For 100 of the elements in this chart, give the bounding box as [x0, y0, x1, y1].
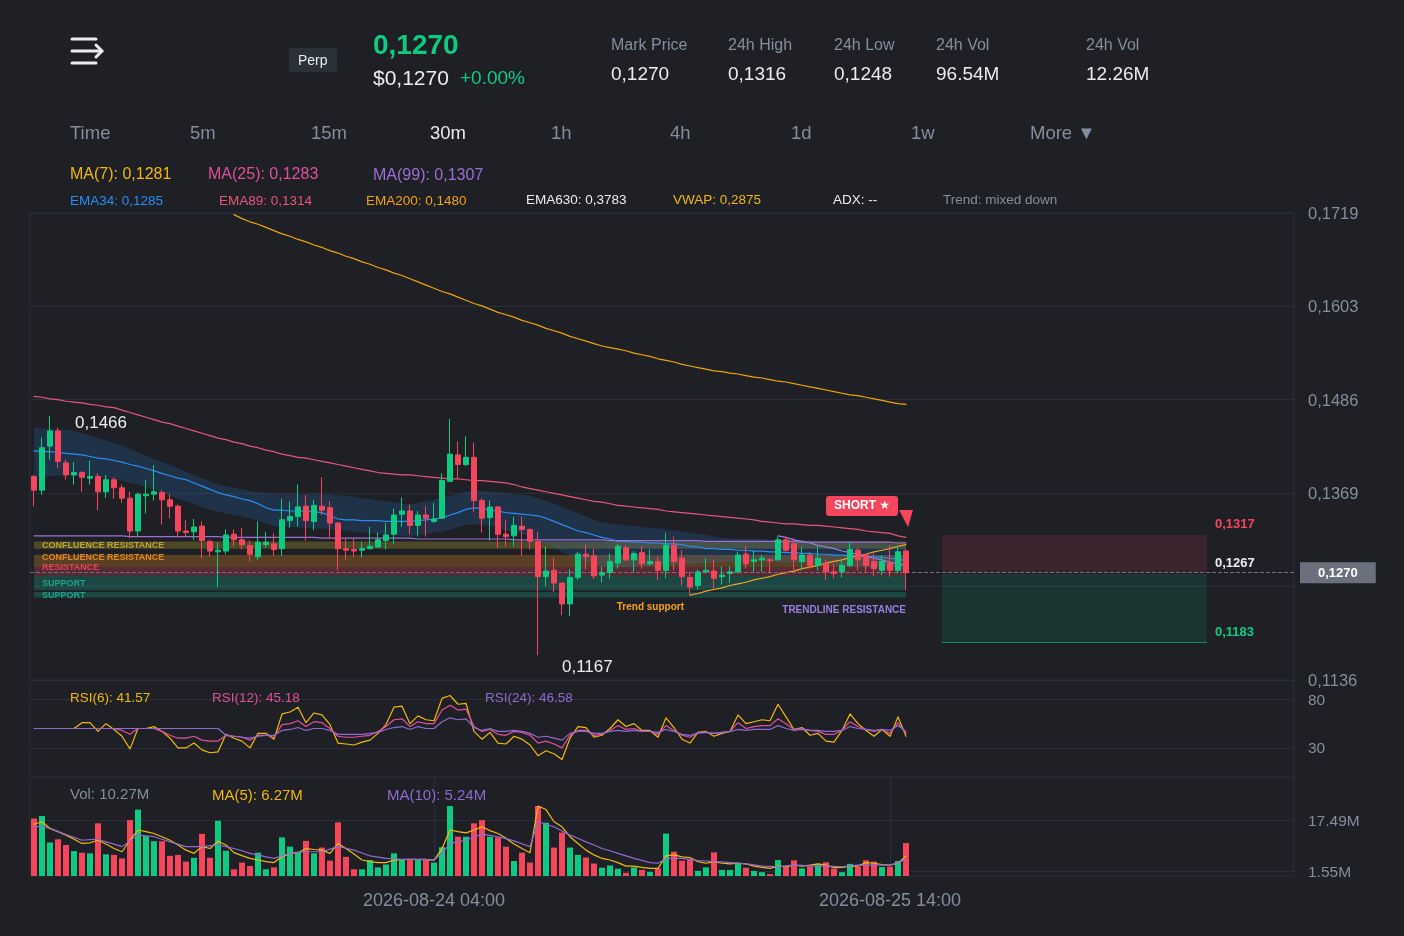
- y-tick-label: 1.55M: [1308, 862, 1352, 880]
- candlestick: [711, 559, 717, 590]
- bar: [55, 839, 61, 876]
- candlestick: [567, 568, 573, 617]
- candlestick: [183, 519, 189, 538]
- bar: [351, 869, 357, 876]
- bar: [407, 860, 413, 876]
- bar: [231, 869, 237, 876]
- line-series: [689, 544, 907, 596]
- candlestick: [807, 552, 813, 570]
- bar: [63, 845, 69, 876]
- candlestick: [575, 551, 581, 581]
- candlestick: [703, 557, 709, 574]
- bar: [559, 832, 565, 876]
- candlestick: [111, 476, 117, 500]
- candlestick: [743, 545, 749, 570]
- candlestick: [407, 504, 413, 535]
- text: EMA630: 0,3783: [526, 192, 627, 208]
- candlestick: [159, 489, 165, 526]
- bar: [639, 869, 645, 876]
- text: 30m: [430, 122, 466, 144]
- bar: [887, 866, 893, 876]
- bar: [447, 806, 453, 876]
- y-tick-label: 0,1369: [1308, 484, 1359, 503]
- candlestick: [775, 536, 781, 561]
- text: 0,1316: [728, 63, 787, 85]
- line-series: [33, 535, 907, 544]
- text: 24h High: [728, 35, 793, 55]
- text: EMA34: 0,1285: [70, 192, 164, 208]
- candlestick: [231, 528, 237, 547]
- bar: [463, 836, 469, 876]
- candlestick: [199, 520, 205, 559]
- candlestick: [759, 554, 765, 573]
- bar: [647, 871, 653, 876]
- bar: [151, 841, 157, 876]
- bar: [471, 823, 477, 876]
- band-label: SUPPORT: [42, 578, 87, 589]
- bar: [503, 846, 509, 876]
- candlestick: [135, 492, 141, 538]
- bar: [423, 860, 429, 876]
- bar: [687, 859, 693, 876]
- bar: [495, 837, 501, 876]
- text: MA(5): 6.27M: [212, 785, 303, 803]
- text: MA(7): 0,1281: [70, 164, 172, 184]
- bar: [103, 854, 109, 876]
- bar: [583, 857, 589, 876]
- candlestick: [279, 498, 285, 557]
- candlestick: [647, 548, 653, 566]
- text: More ▼: [1030, 122, 1096, 144]
- bar: [855, 866, 861, 876]
- candlestick: [623, 544, 629, 562]
- bar: [599, 867, 605, 876]
- bar: [399, 860, 405, 876]
- bar: [607, 865, 613, 876]
- bar: [87, 853, 93, 876]
- band-label: SUPPORT: [42, 589, 87, 600]
- bar: [575, 854, 581, 876]
- bar: [71, 851, 77, 876]
- text: 24h Vol: [936, 35, 990, 55]
- series-label: RSI(24): 46.58: [485, 689, 573, 705]
- line-series: [33, 805, 907, 869]
- text: 15m: [311, 122, 347, 144]
- bar: [631, 867, 637, 876]
- bar: [727, 869, 733, 876]
- bar: [695, 870, 701, 876]
- text: EMA200: 0,1480: [366, 192, 467, 208]
- candlestick: [583, 544, 589, 570]
- candlestick: [247, 540, 253, 562]
- bar: [247, 866, 253, 876]
- candlestick: [599, 565, 605, 583]
- bar: [487, 836, 493, 876]
- line-series: [233, 214, 907, 406]
- candlestick: [127, 491, 133, 539]
- bar: [511, 860, 517, 876]
- bar: [415, 860, 421, 876]
- bar: [239, 862, 245, 876]
- candlestick: [255, 520, 261, 561]
- candlestick: [639, 545, 645, 570]
- bar: [79, 852, 85, 876]
- text: +0.00%: [460, 67, 525, 89]
- text: 0,1270: [611, 63, 670, 85]
- y-tick-label: 0,1486: [1308, 390, 1359, 409]
- candlestick: [503, 519, 509, 547]
- bar: [343, 856, 349, 876]
- ref-line-label: 0,1270: [1318, 565, 1358, 581]
- bar: [215, 820, 221, 876]
- candlestick: [343, 537, 349, 561]
- candlestick: [463, 435, 469, 467]
- text: EMA89: 0,1314: [219, 192, 313, 208]
- bar: [735, 862, 741, 876]
- candlestick: [903, 548, 909, 591]
- bar: [359, 869, 365, 876]
- candlestick: [359, 540, 365, 558]
- text: $0,1270: [373, 65, 449, 91]
- line-series: [33, 717, 907, 741]
- annotation: 0,1167: [562, 657, 613, 677]
- candlestick: [791, 537, 797, 571]
- candlestick: [783, 536, 789, 553]
- candlestick: [655, 556, 661, 581]
- bar: [711, 852, 717, 876]
